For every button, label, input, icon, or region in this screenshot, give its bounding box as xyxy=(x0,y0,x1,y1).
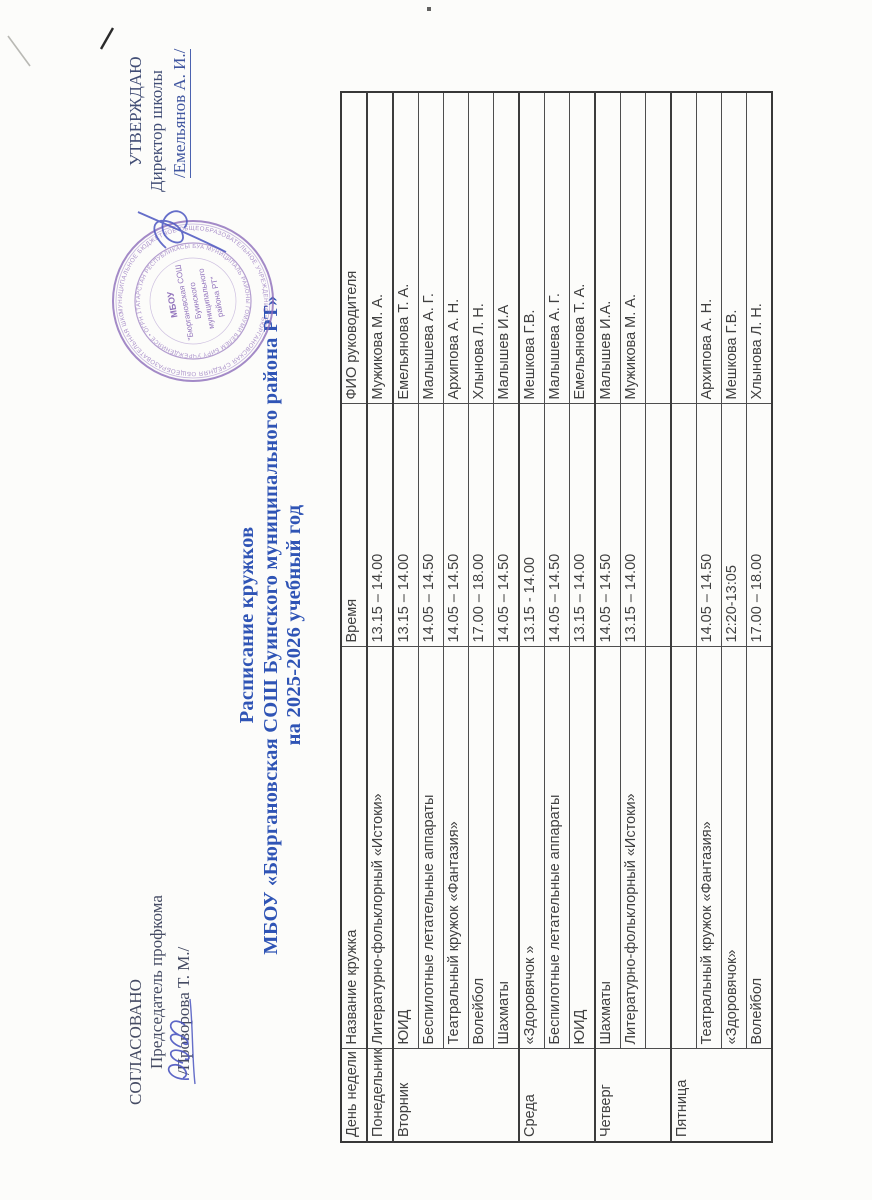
approval-left-block: СОГЛАСОВАНО Председатель профкома /Прово… xyxy=(125,895,196,1105)
school-stamp-icon: МУНИЦИПАЛЬНОЕ БЮДЖЕТНОЕ ОБЩЕОБРАЗОВАТЕЛЬ… xyxy=(107,215,279,387)
approval-left-nameline: /Проворова Т. М./ xyxy=(167,895,196,1085)
stamp-center-line1: МБОУ xyxy=(165,290,179,318)
signature-emelyanov-icon xyxy=(137,210,227,253)
signature-provorova-icon xyxy=(167,998,196,1085)
